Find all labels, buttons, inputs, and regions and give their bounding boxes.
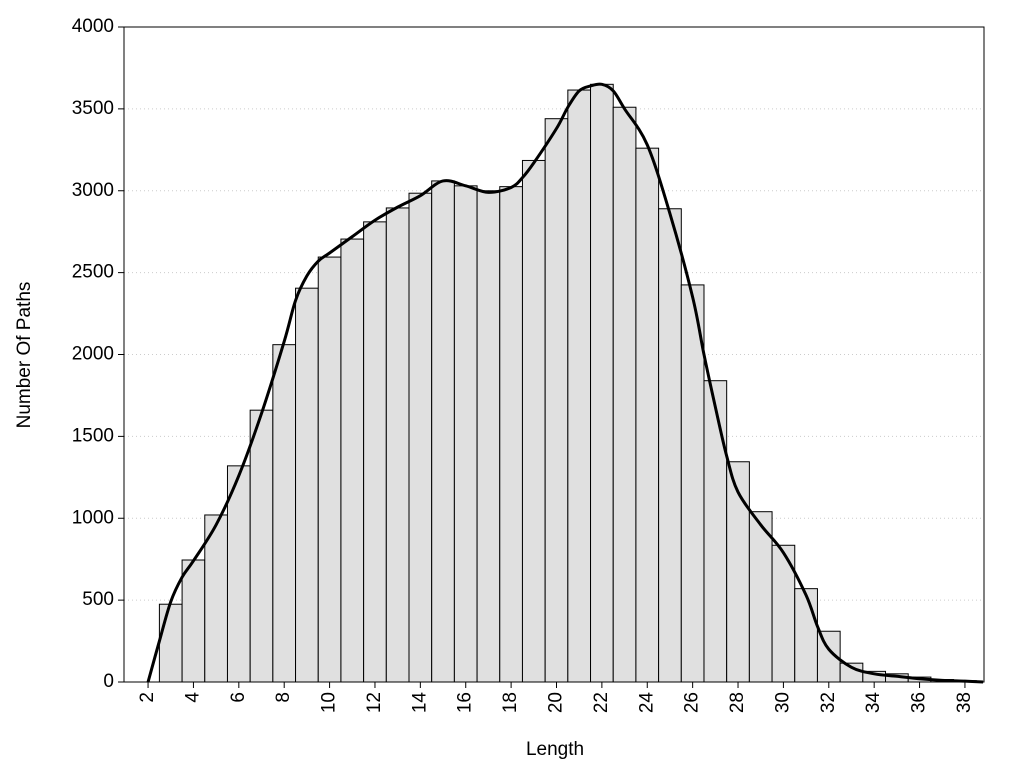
x-tick-label: 10 bbox=[319, 692, 340, 713]
y-tick-label: 0 bbox=[103, 671, 114, 692]
x-axis-label: Length bbox=[526, 739, 584, 760]
x-tick-label: 2 bbox=[137, 692, 158, 703]
bar bbox=[453, 185, 478, 683]
x-tick-label: 24 bbox=[636, 692, 657, 714]
bar bbox=[317, 256, 342, 683]
bar bbox=[431, 180, 455, 683]
y-tick-label: 2000 bbox=[72, 344, 114, 365]
y-tick-label: 2500 bbox=[72, 262, 114, 283]
bar bbox=[521, 159, 546, 683]
x-tick-label: 32 bbox=[818, 692, 839, 713]
x-tick-label: 20 bbox=[546, 692, 567, 713]
bar bbox=[635, 147, 660, 683]
bar bbox=[544, 118, 569, 683]
bar bbox=[499, 186, 523, 683]
y-tick-label: 1000 bbox=[72, 507, 114, 528]
bar bbox=[658, 208, 682, 683]
bar bbox=[567, 89, 592, 683]
x-tick-label: 34 bbox=[863, 692, 884, 714]
x-tick-label: 18 bbox=[500, 692, 521, 713]
bar bbox=[340, 238, 365, 683]
bar bbox=[295, 287, 319, 683]
x-tick-label: 38 bbox=[954, 692, 975, 713]
bar bbox=[794, 588, 818, 683]
bar bbox=[272, 344, 297, 683]
x-tick-label: 4 bbox=[182, 692, 203, 703]
y-tick-label: 3500 bbox=[72, 98, 114, 119]
bar bbox=[385, 207, 410, 683]
bar bbox=[226, 465, 251, 683]
bar bbox=[590, 83, 614, 683]
y-axis-label: Number Of Paths bbox=[14, 282, 35, 429]
bar bbox=[748, 511, 773, 683]
bar bbox=[249, 409, 274, 683]
bar bbox=[612, 106, 637, 683]
plot-frame bbox=[123, 26, 985, 683]
x-tick-label: 30 bbox=[772, 692, 793, 713]
x-tick-label: 36 bbox=[909, 692, 930, 713]
bar bbox=[363, 221, 387, 683]
y-tick-label: 4000 bbox=[72, 16, 114, 37]
bar bbox=[703, 380, 728, 683]
bar bbox=[476, 190, 501, 683]
y-tick-label: 1500 bbox=[72, 425, 114, 446]
x-tick-label: 14 bbox=[409, 692, 430, 714]
x-tick-label: 16 bbox=[455, 692, 476, 713]
x-tick-label: 28 bbox=[727, 692, 748, 713]
x-tick-label: 26 bbox=[682, 692, 703, 713]
x-tick-label: 6 bbox=[228, 692, 249, 703]
y-tick-label: 3000 bbox=[72, 180, 114, 201]
x-tick-label: 22 bbox=[591, 692, 612, 713]
x-tick-label: 8 bbox=[273, 692, 294, 703]
bar bbox=[408, 192, 433, 683]
x-tick-label: 12 bbox=[364, 692, 385, 713]
y-tick-label: 500 bbox=[82, 589, 114, 610]
bar bbox=[158, 603, 183, 683]
bar bbox=[181, 559, 206, 683]
density-curve bbox=[146, 82, 984, 684]
